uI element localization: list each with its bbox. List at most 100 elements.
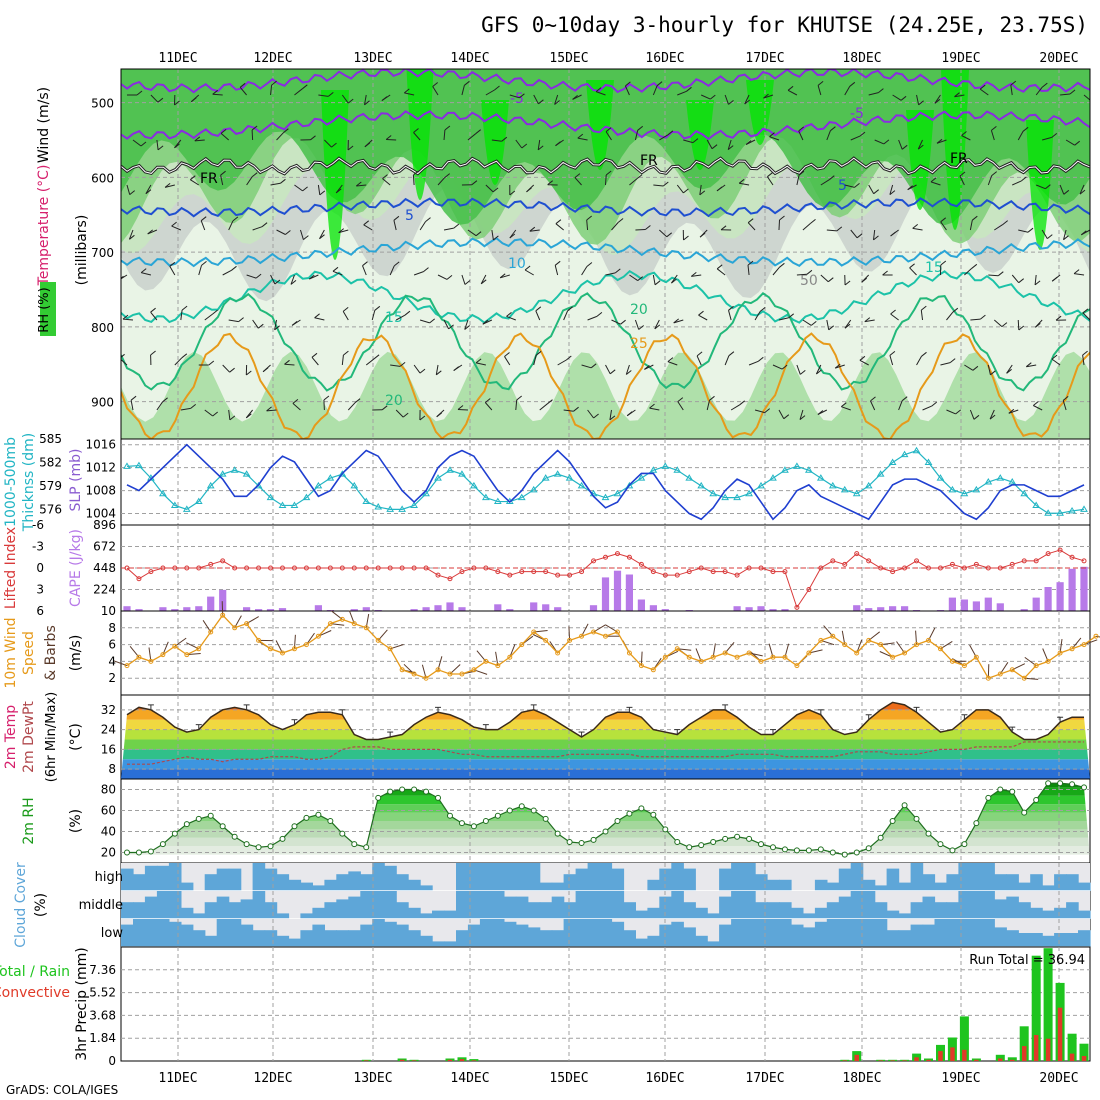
- wind-barb: [122, 314, 129, 320]
- wind-barb: [464, 80, 470, 86]
- wind-barb: [245, 413, 252, 419]
- rh-marker: [805, 847, 812, 854]
- wind-marker: [280, 650, 285, 656]
- cloud-bar: [898, 882, 912, 891]
- cloud-bar: [790, 924, 804, 947]
- wind-marker: [124, 663, 130, 669]
- cloud-bar: [886, 910, 900, 919]
- cloud-bar: [144, 865, 158, 891]
- cloud-bar: [874, 919, 888, 947]
- li-marker: [172, 565, 178, 571]
- cloud-bar: [647, 879, 660, 891]
- cloud-bar: [850, 863, 864, 891]
- wind-barb: [772, 364, 783, 370]
- wind-marker: [268, 646, 274, 652]
- cloud-bar: [228, 868, 242, 891]
- rh-marker: [458, 820, 465, 827]
- cape-bar: [1080, 566, 1088, 611]
- top-date-label: 15DEC: [549, 51, 588, 66]
- precip-conv-bar: [399, 1059, 405, 1061]
- rh-band: [121, 837, 1090, 847]
- wind-barb: [537, 145, 544, 151]
- wind-barb: [840, 402, 847, 408]
- cape-bar: [542, 604, 550, 611]
- cape-bar: [948, 597, 956, 611]
- wind-barb: [921, 351, 927, 357]
- li-marker: [758, 565, 764, 571]
- precip-conv-bar: [447, 1059, 453, 1061]
- cape-bar: [458, 607, 466, 611]
- wind-barb: [1063, 229, 1067, 240]
- cloud-bar: [384, 865, 397, 891]
- wind-barb: [471, 180, 478, 186]
- cloud-bar: [731, 891, 744, 919]
- cape-bar: [733, 606, 741, 611]
- wind-barb: [222, 364, 230, 373]
- rh-marker: [853, 849, 860, 856]
- wind-marker: [722, 650, 728, 656]
- li-marker: [626, 554, 632, 560]
- thickness-marker: [804, 466, 813, 473]
- thickness-marker: [565, 474, 574, 481]
- wind-barb: [262, 367, 269, 373]
- wind-marker: [674, 646, 680, 652]
- cloud-bar: [755, 902, 768, 919]
- slp-line: [126, 443, 1085, 521]
- wind-barb: [720, 225, 727, 231]
- rh-marker: [231, 833, 238, 840]
- cape-bar: [601, 577, 610, 611]
- wind-barb: [246, 176, 253, 186]
- cloud-bar: [276, 874, 290, 891]
- cloud-bar: [408, 907, 421, 919]
- li-marker: [160, 565, 166, 571]
- rh-marker: [1009, 788, 1016, 795]
- wind-barb: [626, 411, 633, 417]
- wind-marker: [1021, 675, 1027, 681]
- cloud-bar: [779, 919, 792, 947]
- rh-marker: [722, 835, 729, 842]
- wind-barb: [969, 409, 975, 420]
- wind-barb: [764, 408, 771, 413]
- wind-barb: [347, 145, 354, 151]
- wind-barb: [659, 134, 669, 141]
- li-marker: [555, 572, 561, 578]
- wind-barb: [1082, 308, 1089, 314]
- wind-barb: [475, 362, 486, 366]
- cloud-bar: [168, 921, 182, 947]
- bottom-date-label: 15DEC: [549, 1071, 588, 1086]
- wind-marker: [985, 675, 991, 681]
- wind-barb: [1035, 184, 1046, 190]
- wind-marker: [746, 650, 752, 656]
- wind-barb: [940, 217, 947, 223]
- wind-barb: [332, 270, 343, 276]
- cloud-bar: [156, 891, 170, 919]
- cloud-bar: [1054, 933, 1067, 947]
- rh-marker: [255, 844, 262, 851]
- wind-marker: [698, 658, 704, 664]
- li-marker: [1033, 558, 1039, 564]
- precip-total-bar: [1079, 1043, 1089, 1061]
- wind-barb: [671, 278, 677, 284]
- wind-barb: [728, 305, 734, 311]
- wind-barb: [1017, 131, 1024, 141]
- cloud-bar: [348, 871, 361, 891]
- wind-barb: [971, 263, 978, 269]
- wind-barb: [940, 362, 951, 366]
- cloud-bar: [898, 913, 912, 919]
- cloud-bar: [910, 902, 924, 919]
- upper-wind-label: Wind (m/s): [36, 87, 52, 163]
- wind-barb: [836, 226, 843, 232]
- wind-barb: [506, 312, 512, 317]
- slp-tick-label: 1016: [85, 438, 116, 452]
- li-marker: [866, 558, 872, 564]
- pressure-axis: 500 600 700 800 900: [91, 97, 114, 410]
- cloud-bar: [551, 930, 565, 947]
- wind-barb: [1051, 354, 1058, 360]
- temp-label: 2m Temp: [3, 705, 19, 769]
- rh-marker: [135, 849, 142, 856]
- wind-barb: [126, 184, 131, 195]
- rh-marker: [387, 788, 394, 795]
- rh-lower-band: [121, 351, 1090, 439]
- wind-barb: [308, 274, 315, 280]
- wind-barb: [535, 306, 542, 312]
